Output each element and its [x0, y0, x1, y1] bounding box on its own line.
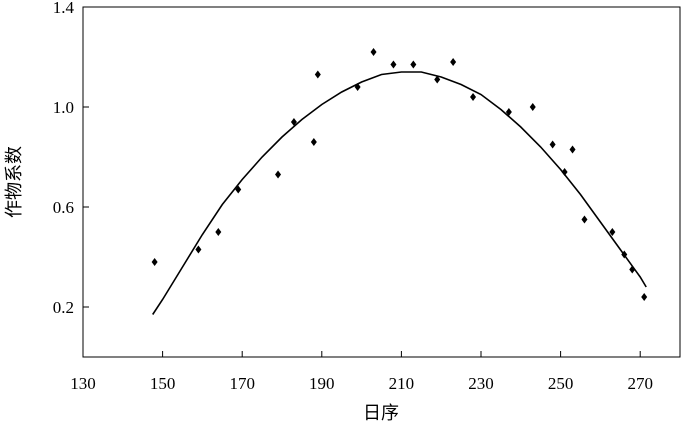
x-tick-label: 210: [389, 374, 415, 393]
data-point: [529, 103, 536, 111]
data-point: [450, 58, 457, 66]
data-point: [275, 170, 282, 179]
data-point: [569, 145, 576, 154]
data-point: [215, 228, 222, 236]
data-point: [314, 70, 321, 79]
y-tick-label: 1.4: [53, 0, 75, 17]
data-point: [390, 60, 397, 69]
data-point: [434, 75, 441, 84]
data-point: [235, 185, 242, 194]
data-point: [629, 265, 636, 274]
plot-frame: [82, 6, 681, 358]
x-tick-label: 190: [309, 374, 335, 393]
x-tick-label: 270: [627, 374, 653, 393]
y-tick-label: 1.0: [53, 98, 74, 117]
fit-curve: [152, 71, 647, 315]
data-point: [505, 108, 512, 116]
data-point: [290, 118, 297, 126]
data-point: [609, 228, 616, 236]
data-point: [310, 138, 317, 146]
data-point: [470, 93, 477, 101]
x-axis-title: 日序: [363, 403, 399, 424]
x-tick-label: 150: [150, 374, 176, 393]
x-tick-label: 170: [229, 374, 255, 393]
data-point: [354, 83, 361, 91]
data-point: [410, 60, 417, 69]
data-point: [549, 140, 556, 149]
data-point: [641, 293, 648, 301]
data-point: [621, 250, 628, 259]
y-tick-label: 0.2: [53, 298, 74, 317]
data-point: [561, 168, 568, 176]
x-axis: 130 150 170 190 210 230 250 270: [70, 351, 653, 393]
y-axis-title: 作物系数: [4, 146, 25, 218]
x-tick-label: 230: [468, 374, 494, 393]
data-point: [581, 215, 588, 224]
data-point: [151, 258, 158, 266]
x-tick-label: 250: [548, 374, 574, 393]
y-tick-label: 0.6: [53, 198, 74, 217]
data-point: [195, 245, 202, 254]
y-axis: 0.2 0.6 1.0 1.4: [53, 0, 89, 317]
data-points: [151, 48, 648, 301]
data-point: [370, 48, 377, 56]
x-tick-label: 130: [70, 374, 96, 393]
